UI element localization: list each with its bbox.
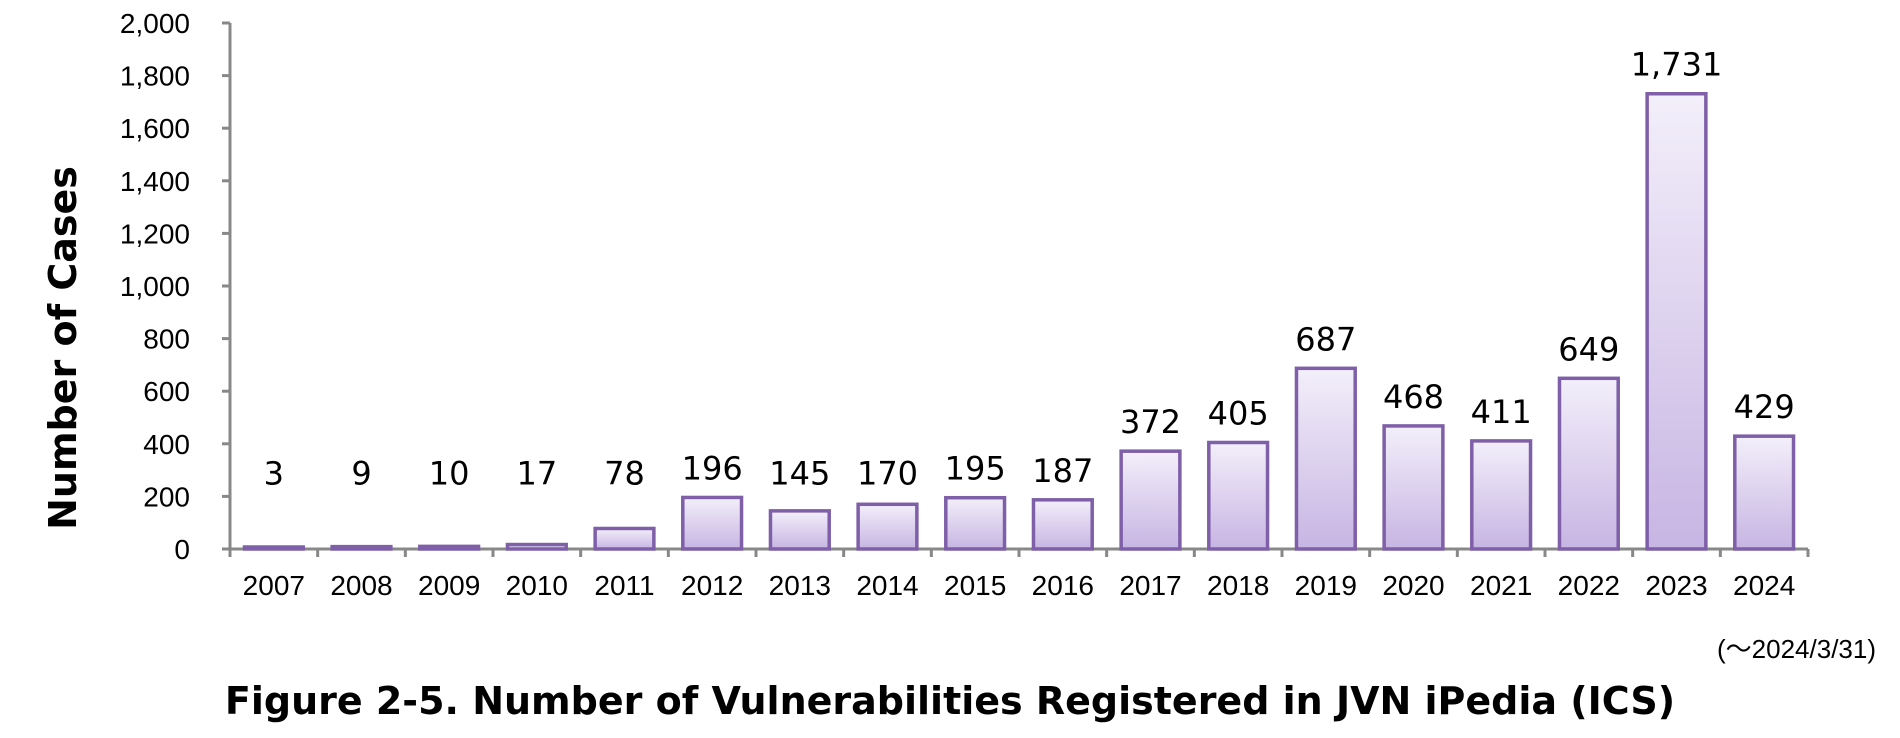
x-tick-label: 2010 [506, 570, 568, 601]
bar [944, 495, 1007, 551]
bar [242, 545, 305, 551]
bar [1557, 376, 1620, 551]
bar [1119, 449, 1182, 551]
data-label: 17 [516, 455, 557, 493]
x-tick-label: 2024 [1733, 570, 1795, 601]
y-tick-label: 200 [143, 481, 190, 512]
x-axis: 2007 2008 2009 2010 2011 2012 2013 2014 2015 2016… [228, 547, 1810, 601]
y-tick-label: 600 [143, 376, 190, 407]
x-tick-label: 2021 [1470, 570, 1532, 601]
data-label: 411 [1471, 393, 1532, 431]
y-axis: 0 200 400 600 800 1,000 1,200 1,400 1,600 1,800 2,… [120, 8, 232, 565]
data-label: 649 [1558, 330, 1619, 368]
data-labels: 3 9 10 17 78 196 145 170 195 187 372 405 687 468 411 64… [264, 46, 1795, 493]
bar [1470, 439, 1533, 551]
x-tick-label: 2014 [856, 570, 918, 601]
y-tick-label: 1,400 [120, 166, 190, 197]
y-tick-label: 0 [174, 534, 190, 565]
x-tick-label: 2022 [1558, 570, 1620, 601]
bar [856, 502, 919, 551]
bar [1382, 424, 1445, 551]
y-tick-label: 1,800 [120, 61, 190, 92]
y-tick-label: 1,600 [120, 113, 190, 144]
x-tick-label: 2020 [1382, 570, 1444, 601]
x-tick-label: 2018 [1207, 570, 1269, 601]
x-tick-label: 2015 [944, 570, 1006, 601]
x-tick-label: 2023 [1645, 570, 1707, 601]
data-label: 195 [945, 450, 1006, 488]
bar [330, 544, 393, 551]
data-label: 196 [682, 449, 743, 487]
data-label: 687 [1295, 320, 1356, 358]
x-tick-label: 2016 [1032, 570, 1094, 601]
bar [768, 509, 831, 551]
date-range-note: (～2024/3/31) [1717, 634, 1876, 664]
data-label: 468 [1383, 378, 1444, 416]
bar [1207, 440, 1270, 551]
bar [1733, 434, 1796, 551]
x-tick-label: 2017 [1119, 570, 1181, 601]
data-label: 187 [1032, 452, 1093, 490]
bar [1294, 366, 1357, 551]
bar [593, 526, 656, 551]
y-tick-label: 1,200 [120, 218, 190, 249]
data-label: 170 [857, 455, 918, 493]
data-label: 145 [769, 455, 830, 493]
data-label: 429 [1734, 388, 1795, 426]
figure-title: Figure 2-5. Number of Vulnerabilities Re… [225, 679, 1675, 723]
y-tick-label: 1,000 [120, 271, 190, 302]
bar [505, 542, 568, 551]
bar [1031, 498, 1094, 551]
data-label: 78 [604, 455, 645, 493]
bar [1645, 91, 1708, 551]
data-label: 405 [1208, 394, 1269, 432]
data-label: 1,731 [1631, 46, 1723, 84]
x-tick-label: 2019 [1295, 570, 1357, 601]
y-tick-label: 800 [143, 324, 190, 355]
bar [681, 495, 744, 551]
data-label: 9 [351, 455, 371, 493]
y-axis-title: Number of Cases [41, 166, 85, 530]
y-tick-label: 2,000 [120, 8, 190, 39]
x-tick-label: 2009 [418, 570, 480, 601]
x-tick-label: 2013 [769, 570, 831, 601]
x-tick-label: 2011 [594, 570, 654, 601]
x-tick-label: 2012 [681, 570, 743, 601]
x-tick-label: 2008 [330, 570, 392, 601]
data-label: 372 [1120, 403, 1181, 441]
y-tick-label: 400 [143, 429, 190, 460]
bar [418, 544, 481, 551]
x-tick-label: 2007 [243, 570, 305, 601]
data-label: 3 [264, 455, 284, 493]
bars [242, 91, 1796, 551]
data-label: 10 [429, 455, 470, 493]
